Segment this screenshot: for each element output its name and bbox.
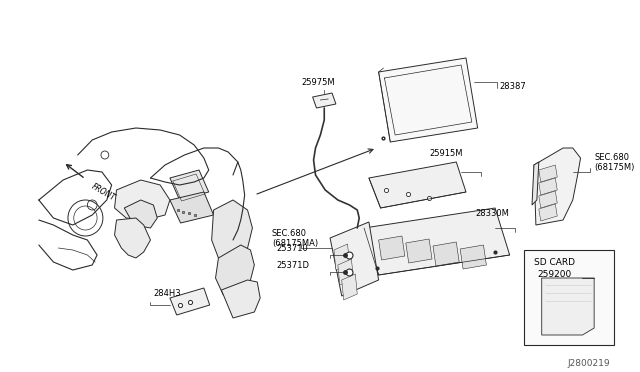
Polygon shape bbox=[364, 208, 509, 275]
Polygon shape bbox=[115, 180, 170, 220]
Text: SD CARD: SD CARD bbox=[534, 258, 575, 267]
Text: SEC.680: SEC.680 bbox=[594, 153, 629, 162]
Polygon shape bbox=[406, 239, 432, 263]
Polygon shape bbox=[212, 200, 252, 260]
Polygon shape bbox=[539, 178, 557, 195]
Polygon shape bbox=[170, 170, 209, 200]
Polygon shape bbox=[124, 200, 157, 228]
Text: SEC.680: SEC.680 bbox=[272, 229, 307, 238]
Bar bbox=[524, 250, 614, 345]
Polygon shape bbox=[379, 58, 477, 142]
Text: 253710: 253710 bbox=[276, 244, 308, 253]
Polygon shape bbox=[330, 222, 379, 296]
Polygon shape bbox=[539, 204, 557, 221]
Polygon shape bbox=[312, 93, 336, 108]
Polygon shape bbox=[532, 162, 539, 205]
Text: 25371D: 25371D bbox=[276, 261, 310, 270]
Polygon shape bbox=[216, 245, 254, 295]
Polygon shape bbox=[369, 162, 466, 208]
Polygon shape bbox=[539, 165, 557, 182]
Text: (68175MA): (68175MA) bbox=[272, 239, 318, 248]
Polygon shape bbox=[539, 191, 557, 208]
Polygon shape bbox=[338, 259, 353, 285]
Text: 284H3: 284H3 bbox=[154, 289, 181, 298]
Text: FRONT: FRONT bbox=[90, 182, 116, 203]
Text: 259200: 259200 bbox=[538, 270, 572, 279]
Text: 25915M: 25915M bbox=[429, 149, 463, 158]
Polygon shape bbox=[460, 245, 486, 269]
Text: 28330M: 28330M bbox=[476, 209, 509, 218]
Text: J2800219: J2800219 bbox=[567, 359, 610, 368]
Polygon shape bbox=[541, 278, 594, 335]
Polygon shape bbox=[534, 148, 580, 225]
Text: (68175M): (68175M) bbox=[594, 163, 634, 172]
Polygon shape bbox=[115, 218, 150, 258]
Polygon shape bbox=[342, 274, 357, 300]
Polygon shape bbox=[170, 288, 210, 315]
Polygon shape bbox=[379, 236, 405, 260]
Text: 25975M: 25975M bbox=[301, 78, 335, 87]
Polygon shape bbox=[170, 192, 214, 223]
Polygon shape bbox=[221, 280, 260, 318]
Text: 28387: 28387 bbox=[499, 81, 525, 90]
Polygon shape bbox=[433, 242, 459, 266]
Polygon shape bbox=[334, 244, 349, 270]
